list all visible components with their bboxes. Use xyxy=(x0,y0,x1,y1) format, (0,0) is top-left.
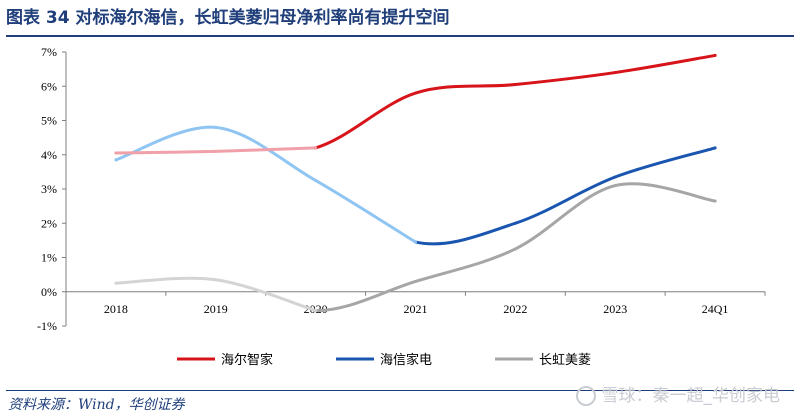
data-point xyxy=(114,281,118,285)
chart-series xyxy=(114,53,717,313)
title-rule xyxy=(6,35,794,37)
data-point xyxy=(114,158,118,162)
y-tick-label: 5% xyxy=(41,114,57,128)
y-tick-label: 0% xyxy=(41,285,57,299)
legend-item-2: 长虹美菱 xyxy=(495,353,591,368)
legend-label: 长虹美菱 xyxy=(539,353,591,368)
data-point xyxy=(414,240,417,244)
legend-label: 海尔智家 xyxy=(221,352,273,368)
chart-title: 图表 34 对标海尔海信，长虹美菱归母净利率尚有提升空间 xyxy=(6,8,450,28)
legend-item-0: 海尔智家 xyxy=(177,352,273,368)
series-1 xyxy=(114,125,717,246)
x-tick-label: 2022 xyxy=(503,302,527,316)
chart-axes: -1% 0% 1% 2% 3% 4% 5% 6% 7% 2018 2019 2020 2021 2022 2… xyxy=(37,45,766,333)
legend-label: 海信家电 xyxy=(380,352,432,368)
data-point xyxy=(314,178,318,182)
watermark: 雪球：秦一超_华创家电 xyxy=(575,383,781,409)
data-point xyxy=(613,71,617,75)
data-point xyxy=(513,83,517,87)
data-point xyxy=(414,279,417,283)
chart-legend: 海尔智家 海信家电 长虹美菱 xyxy=(177,352,591,368)
watermark-text: 雪球：秦一超_华创家电 xyxy=(601,386,781,406)
x-tick-label: 2023 xyxy=(603,302,627,316)
series-line-faded xyxy=(114,125,417,244)
data-point xyxy=(214,149,218,153)
y-tick-label: 3% xyxy=(41,182,57,196)
y-tick-label: -1% xyxy=(37,319,57,333)
y-tick-label: 6% xyxy=(41,79,57,93)
x-tick-label: 2018 xyxy=(104,302,128,316)
data-point xyxy=(513,221,517,225)
series-0 xyxy=(114,53,717,155)
data-point xyxy=(414,91,417,95)
source-note: 资料来源：Wind，华创证券 xyxy=(8,397,185,413)
data-point xyxy=(713,199,717,203)
series-line xyxy=(414,146,717,246)
data-point xyxy=(613,184,617,188)
data-point xyxy=(613,175,617,179)
y-tick-label: 1% xyxy=(41,251,57,265)
x-tick-label: 2019 xyxy=(204,302,228,316)
data-point xyxy=(713,146,717,150)
watermark-logo-icon xyxy=(575,386,596,406)
y-tick-label: 7% xyxy=(41,45,57,59)
data-point xyxy=(314,309,318,313)
x-tick-label: 24Q1 xyxy=(702,302,729,316)
series-line xyxy=(314,53,717,150)
data-point xyxy=(214,125,218,129)
footer-rule xyxy=(6,390,794,391)
data-point xyxy=(513,247,517,251)
data-point xyxy=(214,278,218,282)
data-point xyxy=(713,53,717,57)
x-tick-label: 2020 xyxy=(304,302,328,316)
y-tick-label: 2% xyxy=(41,216,57,230)
legend-item-1: 海信家电 xyxy=(336,352,432,368)
series-2 xyxy=(114,182,717,313)
line-chart: -1% 0% 1% 2% 3% 4% 5% 6% 7% 2018 2019 2020 2021 2022 2… xyxy=(37,45,766,368)
y-tick-label: 4% xyxy=(41,148,57,162)
data-point xyxy=(314,146,318,150)
x-tick-label: 2021 xyxy=(404,302,428,316)
data-point xyxy=(114,151,118,155)
